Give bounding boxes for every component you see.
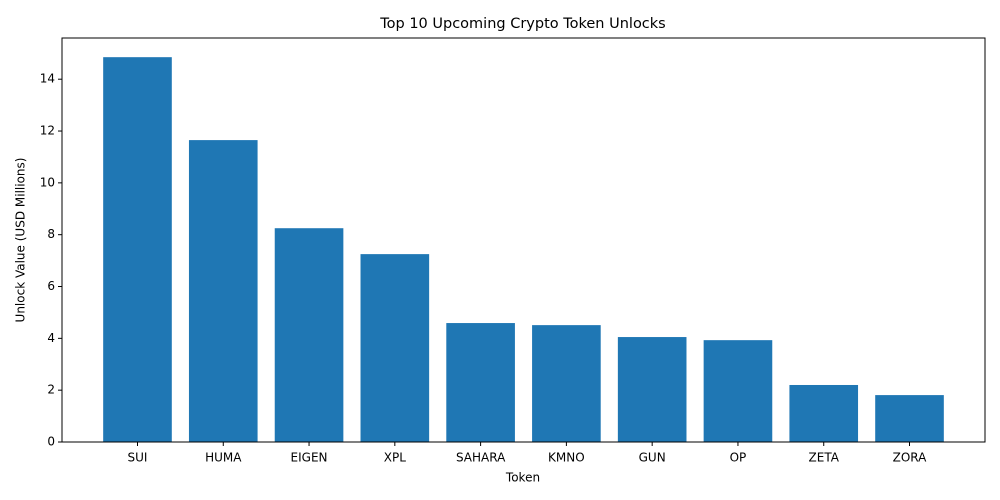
- bar: [617, 337, 687, 442]
- x-tick-label: ZORA: [893, 451, 928, 465]
- x-tick-label: OP: [730, 451, 747, 465]
- bar: [188, 140, 258, 442]
- y-tick-label: 2: [47, 383, 55, 397]
- bar: [274, 228, 344, 442]
- y-tick-label: 6: [47, 279, 55, 293]
- x-tick-label: GUN: [639, 451, 666, 465]
- y-tick-label: 4: [47, 331, 55, 345]
- bar: [703, 340, 773, 442]
- x-tick-label: ZETA: [809, 451, 840, 465]
- x-tick-label: SAHARA: [456, 451, 506, 465]
- bar: [360, 254, 430, 442]
- x-tick-label: EIGEN: [291, 451, 328, 465]
- x-tick-label: KMNO: [548, 451, 585, 465]
- x-tick-label: SUI: [128, 451, 148, 465]
- y-tick-label: 14: [40, 72, 55, 86]
- x-tick-label: XPL: [384, 451, 406, 465]
- y-tick-label: 8: [47, 227, 55, 241]
- x-tick-label: HUMA: [205, 451, 242, 465]
- y-tick-label: 12: [40, 124, 55, 138]
- y-tick-label: 0: [47, 435, 55, 449]
- bar: [789, 384, 859, 442]
- plot-frame: [61, 37, 986, 443]
- x-axis-label: Token: [505, 471, 540, 485]
- y-axis-label: Unlock Value (USD Millions): [14, 158, 28, 323]
- bar: [532, 325, 601, 442]
- bar: [446, 323, 515, 442]
- bar: [103, 57, 172, 443]
- chart-title: Top 10 Upcoming Crypto Token Unlocks: [379, 16, 665, 32]
- y-tick-label: 10: [40, 175, 55, 189]
- bar: [875, 395, 944, 442]
